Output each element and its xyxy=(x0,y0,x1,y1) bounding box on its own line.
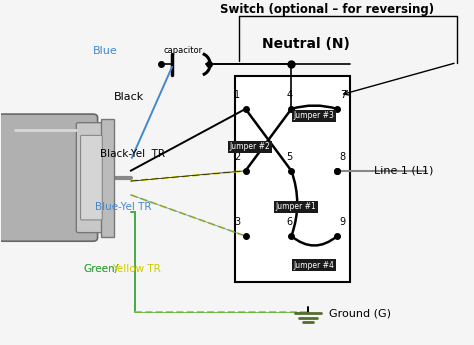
Text: Jumper #1: Jumper #1 xyxy=(276,203,317,211)
Text: Blue: Blue xyxy=(93,46,118,56)
Text: Switch (optional – for reversing): Switch (optional – for reversing) xyxy=(220,3,434,16)
Text: 2: 2 xyxy=(234,152,240,162)
Text: Green/: Green/ xyxy=(83,264,118,274)
Text: Line 1 (L1): Line 1 (L1) xyxy=(374,166,433,176)
Text: 4: 4 xyxy=(286,90,292,100)
Text: Yellow TR: Yellow TR xyxy=(112,264,161,274)
Text: Blue-Yel TR: Blue-Yel TR xyxy=(95,202,152,212)
Text: capacitor: capacitor xyxy=(163,46,202,55)
Text: 1: 1 xyxy=(234,90,240,100)
FancyBboxPatch shape xyxy=(81,135,102,220)
Text: 7: 7 xyxy=(340,90,346,100)
FancyBboxPatch shape xyxy=(0,114,98,241)
FancyBboxPatch shape xyxy=(76,123,107,233)
Text: Black: Black xyxy=(114,92,145,102)
Text: 5: 5 xyxy=(286,152,292,162)
Text: 3: 3 xyxy=(234,217,240,227)
Text: 6: 6 xyxy=(286,217,292,227)
FancyBboxPatch shape xyxy=(235,76,350,283)
FancyBboxPatch shape xyxy=(101,119,114,237)
Text: 9: 9 xyxy=(340,217,346,227)
Text: Jumper #3: Jumper #3 xyxy=(294,111,335,120)
Text: Neutral (N): Neutral (N) xyxy=(262,37,349,51)
Text: Ground (G): Ground (G) xyxy=(329,308,391,318)
Text: Green/: Green/ xyxy=(83,264,118,274)
Text: Jumper #2: Jumper #2 xyxy=(230,142,271,151)
Text: Black-Yel  TR: Black-Yel TR xyxy=(100,149,165,159)
Text: 8: 8 xyxy=(340,152,346,162)
Text: Jumper #4: Jumper #4 xyxy=(294,261,335,270)
